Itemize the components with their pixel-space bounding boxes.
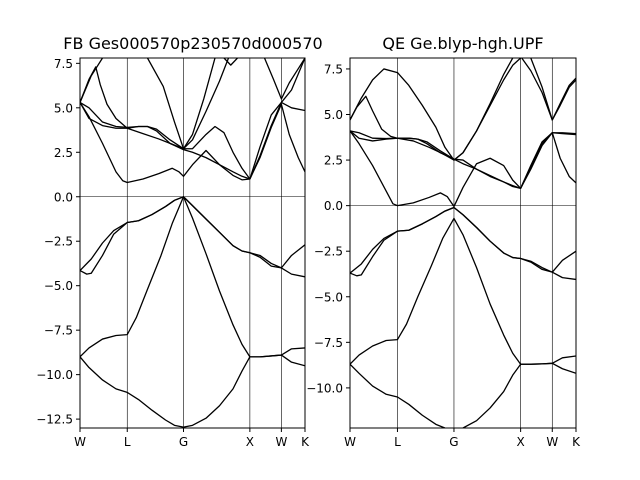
right-ytick-label-5: −5.0	[314, 290, 343, 304]
left-ytick-label-4: −2.5	[44, 235, 73, 249]
left-xtick-label-3: X	[246, 435, 254, 449]
right-ytick-label-3: 0.0	[324, 199, 343, 213]
right-plot-frame	[349, 57, 577, 429]
right-xtick-label-1: L	[394, 435, 401, 449]
left-chart-panel: FB Ges000570p230570d000570 7.5 5.0 2.5 0.0 −…	[36, 34, 322, 449]
right-band-line-4	[350, 130, 576, 208]
left-band-line-5	[80, 101, 305, 180]
left-band-line-8	[80, 58, 104, 103]
left-xtick-label-5: K	[301, 435, 310, 449]
right-band-line-7	[350, 58, 522, 161]
left-band-line-7	[80, 58, 230, 150]
left-ytick-label-8: −12.5	[36, 413, 73, 427]
left-band-line-3	[80, 196, 305, 272]
left-xtick-label-4: W	[275, 435, 287, 449]
right-ytick-label-6: −7.5	[314, 336, 343, 350]
right-band-line-8	[350, 58, 514, 161]
left-band-line-11	[263, 58, 305, 100]
left-band-line-4	[80, 102, 305, 184]
left-ytick-label-0: 7.5	[54, 57, 73, 71]
left-ytick-label-7: −10.0	[36, 368, 73, 382]
right-band-line-3	[350, 206, 576, 274]
right-ytick-label-2: 2.5	[324, 154, 343, 168]
right-band-line-1	[350, 217, 576, 365]
right-chart-panel: QE Ge.blyp-hgh.UPF 7.5 5.0 2.5 0.0 −2.5 −5.0 −…	[306, 34, 581, 449]
left-band-line-1	[80, 196, 305, 358]
right-chart-title: QE Ge.blyp-hgh.UPF	[382, 34, 543, 53]
left-band-line-10	[223, 58, 238, 66]
right-band-line-10	[530, 58, 576, 121]
left-xtick-label-0: W	[74, 435, 86, 449]
left-band-line-9	[146, 58, 216, 150]
left-ytick-label-2: 2.5	[54, 146, 73, 160]
right-xtick-label-3: X	[517, 435, 525, 449]
right-ytick-label-7: −10.0	[306, 381, 343, 395]
left-plot-frame	[79, 57, 306, 429]
left-xtick-label-2: G	[179, 435, 188, 449]
right-bands-group	[350, 58, 576, 428]
right-ytick-label-4: −2.5	[314, 245, 343, 259]
right-xtick-label-5: K	[572, 435, 581, 449]
left-ytick-label-6: −7.5	[44, 324, 73, 338]
right-ytick-label-1: 5.0	[324, 108, 343, 122]
left-bands-group	[80, 58, 305, 428]
left-chart-title: FB Ges000570p230570d000570	[63, 34, 322, 53]
left-ytick-label-3: 0.0	[54, 190, 73, 204]
left-xtick-label-1: L	[124, 435, 131, 449]
right-xtick-label-4: W	[546, 435, 558, 449]
right-xtick-label-0: W	[344, 435, 356, 449]
left-band-line-6	[80, 58, 305, 180]
right-band-line-6	[350, 130, 576, 189]
right-xtick-label-2: G	[449, 435, 458, 449]
left-ytick-label-5: −5.0	[44, 279, 73, 293]
left-ytick-label-1: 5.0	[54, 101, 73, 115]
right-ytick-label-0: 7.5	[324, 62, 343, 76]
